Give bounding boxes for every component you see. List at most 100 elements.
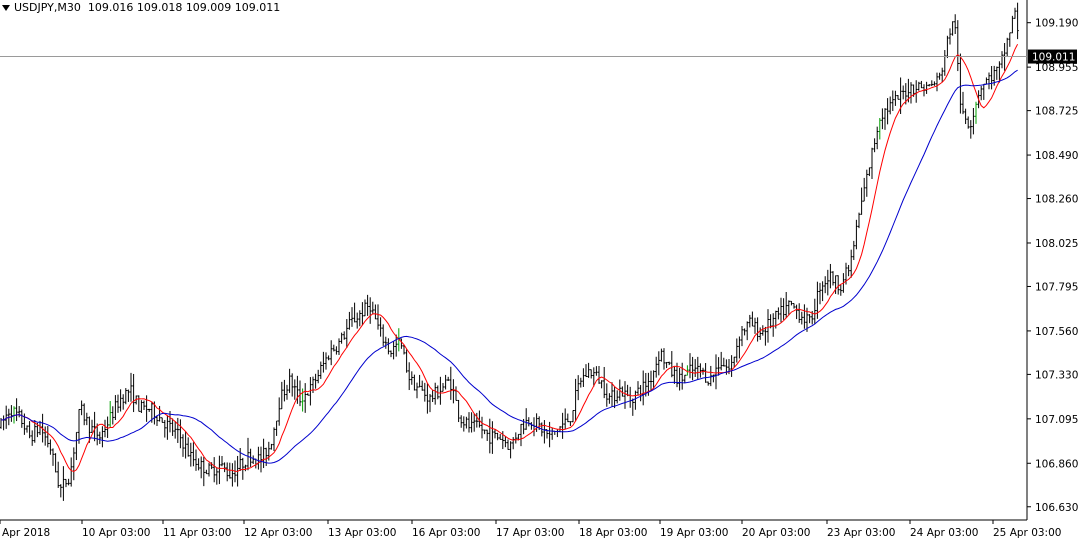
ohlc-bar [696, 356, 699, 380]
ohlc-bar [603, 366, 606, 399]
ohlc-bar [493, 429, 497, 439]
ohlc-bar [395, 334, 398, 357]
ohlc-bar [740, 325, 744, 347]
ohlc-bar [933, 81, 936, 86]
ohlc-bar [837, 275, 840, 295]
current-price-box [1028, 49, 1077, 64]
ohlc-bar [75, 431, 78, 461]
ohlc-bar [488, 418, 491, 454]
ohlc-bar [509, 441, 512, 459]
ohlc-bar [564, 408, 567, 430]
ohlc-bar [657, 351, 660, 376]
ohlc-bar [548, 421, 551, 448]
ohlc-bar [103, 419, 107, 438]
ohlc-bar [850, 249, 853, 278]
ohlc-bar [332, 344, 335, 352]
y-tick-label: 107.795 [1035, 281, 1078, 293]
chart-header: USDJPY,M30 109.016 109.018 109.009 109.0… [2, 1, 280, 14]
ohlc-bar [891, 90, 894, 111]
ohlc-bar [465, 416, 468, 429]
ohlc-bar [868, 167, 871, 177]
y-tick-label: 108.260 [1035, 194, 1078, 206]
ma-slow-line [0, 69, 1018, 464]
chevron-down-icon[interactable] [2, 5, 10, 11]
ohlc-bar [917, 81, 920, 91]
ohlc-bar [792, 303, 796, 309]
ohlc-bar [621, 386, 624, 397]
x-tick-label: 20 Apr 03:00 [742, 527, 810, 539]
ohlc-bar [241, 457, 244, 480]
ohlc-bar [473, 413, 476, 432]
ohlc-bar [369, 297, 372, 324]
ohlc-bar [686, 365, 689, 376]
ohlc-bar [935, 72, 939, 92]
ohlc-bar [10, 405, 13, 422]
x-tick-label: 24 Apr 03:00 [910, 527, 978, 539]
ohlc-bar [803, 304, 806, 329]
ohlc-bar [140, 400, 143, 414]
ohlc-bar [821, 281, 824, 302]
ohlc-bar [943, 50, 946, 76]
x-tick-label: 19 Apr 03:00 [660, 527, 728, 539]
ohlc-bar [956, 20, 959, 72]
ohlc-bar [1013, 7, 1017, 19]
x-tick-label: 18 Apr 03:00 [579, 527, 647, 539]
ohlc-bar [592, 367, 595, 387]
ohlc-bar [915, 80, 918, 103]
ohlc-bar [873, 138, 876, 153]
ohlc-bar [109, 401, 112, 428]
ohlc-bar [938, 72, 941, 80]
ohlc-bar [777, 307, 780, 320]
ohlc-bar [291, 373, 294, 397]
ohlc-bar [475, 412, 478, 428]
ohlc-bar [545, 429, 549, 439]
ohlc-bar [280, 381, 283, 410]
y-tick-label: 107.330 [1035, 369, 1078, 381]
ma-fast-line [0, 43, 1019, 473]
ohlc-bar [863, 177, 866, 202]
ohlc-bar [831, 271, 835, 286]
ohlc-bar [995, 66, 998, 80]
ohlc-bar [987, 72, 991, 90]
ohlc-bar [608, 393, 611, 404]
ohlc-bar [304, 383, 307, 413]
ohlc-bar [634, 390, 637, 410]
ohlc-bar [319, 361, 322, 379]
y-tick-label: 107.560 [1035, 326, 1078, 338]
ohlc-bar [434, 382, 437, 405]
ohlc-bar [839, 284, 842, 296]
ohlc-bar [345, 319, 348, 348]
ohlc-bar [881, 108, 884, 130]
ohlc-bar [769, 314, 772, 329]
ohlc-bar [252, 455, 255, 464]
ohlc-bar [122, 394, 125, 410]
ohlc-bar [506, 439, 510, 450]
ohlc-bar [480, 416, 484, 439]
ohlc-bar [137, 395, 140, 412]
ohlc-bar [179, 419, 182, 449]
ohlc-bar [350, 307, 354, 327]
ohlc-bar [239, 447, 242, 471]
ohlc-bar [990, 66, 993, 90]
ohlc-bar [860, 187, 863, 215]
ohlc-bar [738, 336, 741, 359]
ohlc-bar [366, 294, 369, 316]
ohlc-bar [764, 326, 767, 346]
ohlc-bar [930, 80, 933, 87]
ohlc-bar [376, 304, 380, 330]
ohlc-bar [421, 380, 424, 391]
ohlc-bar [129, 372, 133, 402]
ohlc-bar [259, 446, 263, 473]
ohlc-bar [896, 95, 900, 100]
ohlc-bar [577, 375, 580, 401]
ohlc-bar [985, 77, 988, 85]
ohlc-bar [163, 419, 166, 438]
ohlc-bar [561, 412, 564, 439]
ohlc-bar [800, 311, 803, 325]
ohlc-bar [314, 373, 317, 389]
ohlc-bar [59, 484, 62, 498]
y-tick-label: 108.725 [1035, 106, 1078, 118]
ohlc-bar [496, 432, 499, 441]
ohlc-bar [28, 421, 31, 439]
